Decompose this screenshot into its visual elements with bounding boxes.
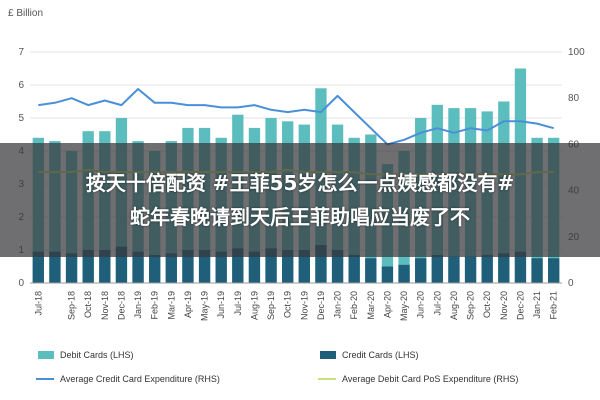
legend-label-2: Credit Cards (LHS): [342, 350, 419, 360]
x-tick-label-Oct-18: Oct-18: [83, 291, 93, 318]
x-tick-label-Jan-19: Jan-19: [133, 291, 143, 319]
x-tick-label-Jan-21: Jan-21: [532, 291, 542, 319]
credit-bar-Oct-20: [481, 254, 493, 283]
credit-bar-Nov-18: [99, 250, 111, 283]
credit-bar-Jun-19: [215, 251, 227, 283]
x-tick-label-Nov-19: Nov-19: [299, 291, 309, 320]
x-tick-label-Mar-20: Mar-20: [366, 291, 376, 320]
x-tick-label-Sep-19: Sep-19: [266, 291, 276, 320]
credit-bar-Jul-19: [232, 248, 244, 283]
caption-line-2: 蛇年春晚请到天后王菲助唱应当废了不: [130, 205, 470, 229]
x-tick-label-Jul-19: Jul-19: [233, 291, 243, 316]
x-tick-label-Nov-18: Nov-18: [100, 291, 110, 320]
credit-bar-Jul-18: [32, 251, 44, 283]
credit-bar-May-19: [198, 250, 211, 283]
x-tick-label-Aug-20: Aug-20: [449, 291, 459, 320]
x-tick-label-Aug-19: Aug-19: [249, 291, 259, 320]
credit-bar-Mar-20: [365, 258, 377, 283]
credit-bar-Feb-19: [149, 254, 161, 283]
right-tick-label-80: 80: [568, 93, 580, 104]
credit-bar-Jan-21: [531, 258, 543, 283]
x-tick-label-Sep-18: Sep-18: [67, 291, 77, 320]
credit-bar-Jan-19: [132, 251, 144, 283]
x-axis: Jul-18 Sep-18 Oct-18 Nov-18 Dec-18 Jan-19 Feb-…: [30, 282, 562, 321]
credit-bar-Aug-18: [49, 251, 61, 283]
legend-label-4: Average Debit Card PoS Expenditure (RHS): [342, 374, 518, 384]
x-tick-label-Oct-20: Oct-20: [482, 291, 492, 318]
caption-overlay-banner: 按天十倍配资 #王菲55岁怎么一点姨感都没有# 蛇年春晚请到天后王菲助唱应当废了…: [0, 143, 600, 257]
credit-bar-Jan-20: [331, 250, 344, 283]
legend-label-3: Average Credit Card Expenditure (RHS): [60, 374, 220, 384]
left-tick-label-7: 7: [18, 47, 24, 58]
credit-bar-Dec-18: [115, 246, 128, 283]
x-tick-label-Jun-19: Jun-19: [216, 291, 226, 319]
credit-bar-Apr-19: [182, 250, 194, 283]
credit-bar-May-20: [398, 264, 410, 283]
credit-bar-Feb-21: [548, 258, 560, 283]
credit-bar-Oct-19: [282, 250, 294, 283]
credit-bar-Sep-20: [464, 256, 477, 283]
line-series-1: [38, 88, 554, 146]
credit-bar-Nov-19: [298, 250, 310, 283]
legend: Debit Cards (LHS) Credit Cards (LHS) Avera…: [36, 350, 518, 384]
x-tick-label-May-19: May-19: [200, 291, 210, 321]
x-tick-label-Feb-19: Feb-19: [150, 291, 160, 320]
credit-bar-Oct-18: [82, 250, 94, 283]
x-tick-label-Dec-18: Dec-18: [116, 291, 126, 320]
credit-bar-Feb-20: [348, 254, 360, 283]
left-tick-label-0: 0: [18, 278, 24, 289]
left-tick-label-5: 5: [18, 113, 24, 124]
x-tick-label-Jul-20: Jul-20: [432, 291, 442, 316]
credit-bar-Dec-20: [514, 251, 527, 283]
x-tick-label-Nov-20: Nov-20: [499, 291, 509, 320]
caption-line-1: 按天十倍配资 #王菲55岁怎么一点姨感都没有#: [85, 171, 515, 195]
x-tick-label-Jun-20: Jun-20: [416, 291, 426, 319]
x-tick-label-Mar-19: Mar-19: [166, 291, 176, 320]
credit-bar-Jun-20: [415, 258, 427, 283]
credit-bar-Aug-19: [248, 251, 261, 283]
caption-overlay-text: 按天十倍配资 #王菲55岁怎么一点姨感都没有# 蛇年春晚请到天后王菲助唱应当废了…: [20, 166, 580, 234]
x-tick-label-Oct-19: Oct-19: [283, 291, 293, 318]
x-tick-label-Dec-20: Dec-20: [515, 291, 525, 320]
credit-bar-Dec-19: [315, 245, 327, 283]
right-tick-label-100: 100: [568, 47, 585, 58]
x-tick-label-Dec-19: Dec-19: [316, 291, 326, 320]
credit-bar-Sep-19: [265, 248, 277, 283]
x-tick-label-Jan-20: Jan-20: [333, 291, 343, 319]
x-tick-label-May-20: May-20: [399, 291, 409, 321]
left-axis-unit-label: £ Billion: [8, 8, 43, 19]
x-tick-label-Feb-20: Feb-20: [349, 291, 359, 320]
legend-label-1: Debit Cards (LHS): [60, 350, 134, 360]
credit-bar-Nov-20: [498, 253, 510, 283]
credit-bar-Apr-20: [381, 266, 394, 283]
legend-swatch-1: [38, 351, 54, 359]
x-tick-label-Jul-18: Jul-18: [33, 291, 43, 316]
right-tick-label-0: 0: [568, 278, 574, 289]
x-tick-label-Apr-19: Apr-19: [183, 291, 193, 318]
x-tick-label-Sep-20: Sep-20: [466, 291, 476, 320]
credit-bar-Sep-18: [65, 253, 78, 283]
x-tick-label-Feb-21: Feb-21: [549, 291, 559, 320]
left-tick-label-6: 6: [18, 80, 24, 91]
credit-bar-Aug-20: [448, 256, 460, 283]
credit-bar-Mar-19: [165, 253, 177, 283]
credit-bar-Jul-20: [431, 254, 443, 283]
legend-swatch-2: [320, 351, 336, 359]
x-tick-label-Apr-20: Apr-20: [382, 291, 392, 318]
